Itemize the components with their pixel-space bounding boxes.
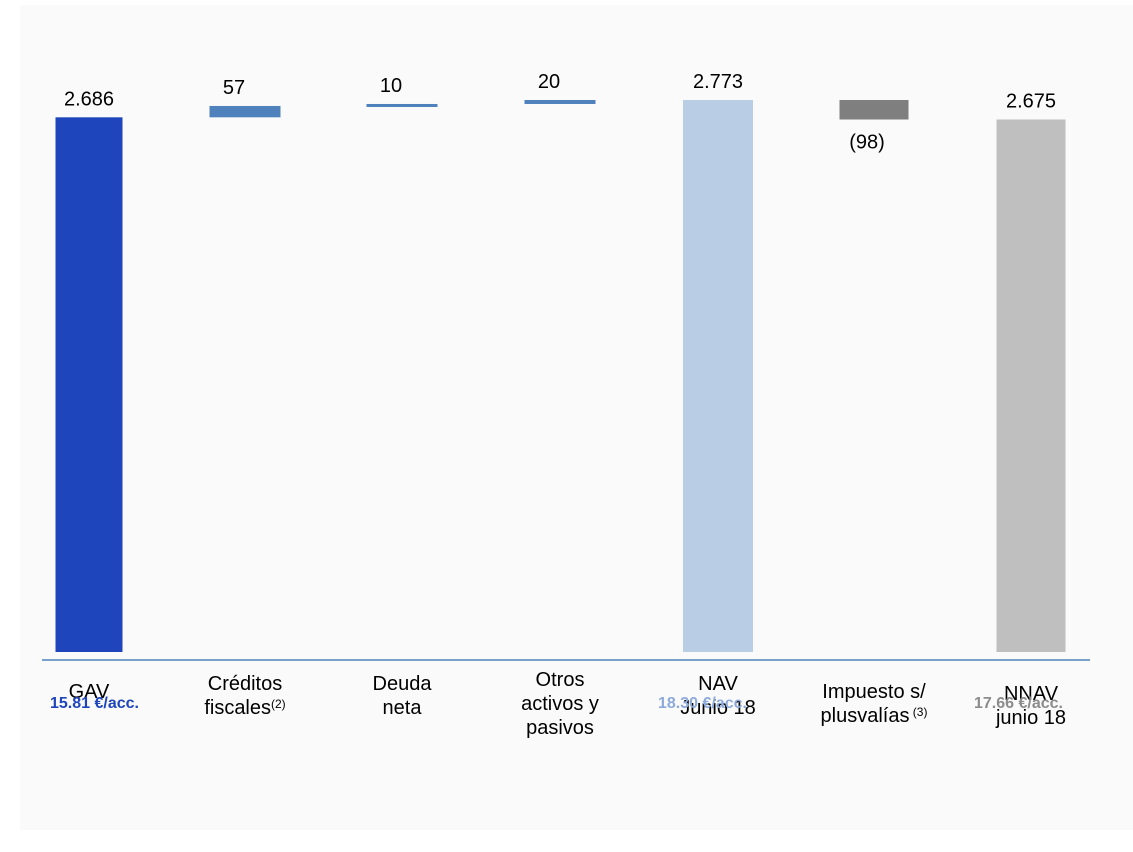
bar-3 bbox=[524, 100, 596, 104]
category-label-4: NAV Junio 18 bbox=[680, 673, 756, 719]
category-label-2: Deuda neta bbox=[372, 673, 432, 719]
bar-6 bbox=[996, 119, 1066, 652]
bar-5 bbox=[839, 100, 909, 120]
bar-1 bbox=[209, 105, 281, 118]
bar-0 bbox=[55, 117, 123, 653]
category-label-3: Otros activos y pasivos bbox=[521, 669, 599, 739]
data-label-3: 20 bbox=[538, 71, 560, 93]
category-label-5: Impuesto s/plusvalías (3) bbox=[820, 681, 928, 727]
bar-4 bbox=[683, 100, 753, 652]
data-label-4: 2.773 bbox=[693, 71, 743, 93]
per-share-nav: 18.30 €/acc. bbox=[658, 695, 747, 712]
category-label-1: Créditos fiscales(2) bbox=[204, 673, 286, 719]
per-share-nnav: 17.66 €/acc. bbox=[974, 695, 1063, 712]
data-label-2: 10 bbox=[380, 75, 402, 97]
data-label-1: 57 bbox=[223, 77, 245, 99]
data-label-0: 2.686 bbox=[64, 88, 114, 110]
bar-2 bbox=[366, 103, 438, 107]
data-label-5: (98) bbox=[849, 132, 885, 154]
chart-panel bbox=[20, 5, 1133, 830]
per-share-gav: 15.81 €/acc. bbox=[50, 695, 139, 712]
category-label-6: NNAV junio 18 bbox=[995, 683, 1067, 729]
category-label-0: GAV bbox=[68, 681, 110, 703]
data-label-6: 2.675 bbox=[1006, 91, 1056, 113]
